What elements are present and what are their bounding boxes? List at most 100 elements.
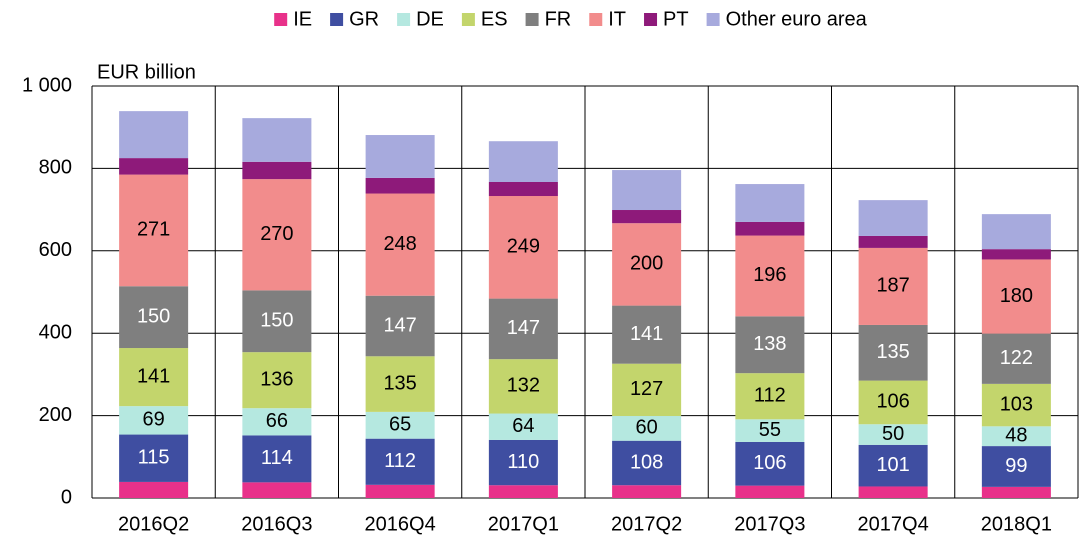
bar-segment	[612, 305, 682, 364]
y-tick-label: 600	[39, 239, 72, 261]
legend-swatch	[525, 13, 539, 26]
bar-segment	[365, 177, 435, 194]
bar-segment	[119, 481, 189, 498]
bar-segment	[488, 439, 558, 486]
data-label: 60	[636, 417, 658, 439]
bar-segment	[981, 486, 1051, 498]
y-tick-label: 0	[61, 486, 72, 508]
data-label: 147	[383, 314, 416, 336]
legend-swatch	[274, 13, 288, 26]
bar-segment	[119, 348, 189, 407]
bar-segment	[981, 426, 1051, 447]
data-label: 108	[630, 451, 663, 473]
data-label: 114	[261, 447, 293, 469]
legend-swatch	[644, 13, 658, 26]
bar-segment	[735, 373, 805, 420]
bar-segment	[612, 210, 682, 224]
bar-segment	[488, 298, 558, 360]
bar-segment	[488, 181, 558, 197]
y-tick-label: 200	[39, 404, 72, 426]
data-label: 122	[1000, 347, 1033, 369]
bar-segment	[858, 424, 928, 445]
data-label: 65	[389, 414, 411, 436]
bar-segment	[981, 249, 1051, 260]
data-label: 180	[1000, 285, 1033, 307]
legend-swatch	[589, 13, 603, 26]
bar-segment	[488, 485, 558, 498]
data-label: 147	[507, 317, 540, 339]
legend-swatch	[330, 13, 344, 26]
bar-segment	[242, 482, 312, 498]
data-label: 135	[383, 372, 416, 394]
bar-segment	[981, 383, 1051, 427]
bar-segment	[488, 196, 558, 299]
legend-swatch	[706, 13, 720, 26]
bar-segment	[242, 179, 312, 291]
x-tick-label: 2016Q3	[241, 513, 312, 535]
data-label: 66	[266, 410, 288, 432]
bar-segment	[488, 359, 558, 414]
bar-segment	[981, 214, 1051, 250]
data-label: 112	[384, 450, 416, 472]
data-label: 200	[630, 253, 663, 275]
x-tick-label: 2017Q2	[611, 513, 682, 535]
data-label: 55	[759, 419, 781, 441]
bar-segment	[858, 486, 928, 498]
bar-segment	[365, 411, 435, 439]
bar-segment	[735, 235, 805, 317]
bar-segment	[735, 419, 805, 442]
data-label: 138	[753, 333, 786, 355]
data-label: 101	[876, 454, 909, 476]
x-tick-label: 2017Q3	[734, 513, 805, 535]
x-tick-label: 2018Q1	[981, 513, 1052, 535]
data-label: 150	[137, 305, 170, 327]
bar-segment	[612, 223, 682, 306]
data-label: 99	[1005, 455, 1027, 477]
data-label: 50	[882, 423, 904, 445]
legend-label: ES	[481, 8, 508, 30]
x-tick-label: 2017Q4	[858, 513, 929, 535]
bar-segment	[981, 333, 1051, 384]
data-label: 150	[260, 310, 293, 332]
x-tick-label: 2017Q1	[488, 513, 559, 535]
data-label: 141	[630, 323, 663, 345]
bar-segment	[119, 286, 189, 349]
bar-segment	[242, 161, 312, 180]
data-label: 187	[876, 275, 909, 297]
legend-label: IT	[608, 8, 626, 30]
data-label: 141	[137, 365, 170, 387]
bar-segment	[119, 406, 189, 435]
y-tick-label: 800	[39, 157, 72, 179]
bar-segment	[365, 193, 435, 296]
y-tick-label: 400	[39, 321, 72, 343]
bar-segment	[488, 141, 558, 182]
bar-segment	[119, 174, 189, 287]
bar-segment	[365, 295, 435, 357]
data-label: 135	[876, 341, 909, 363]
bar-segment	[119, 434, 189, 482]
bar-segment	[981, 446, 1051, 487]
x-tick-label: 2016Q4	[365, 513, 436, 535]
bar-segment	[242, 290, 312, 353]
data-label: 132	[507, 375, 540, 397]
bar-segment	[242, 118, 312, 162]
bar-segment	[488, 413, 558, 440]
legend-label: GR	[349, 8, 379, 30]
data-label: 127	[630, 378, 663, 400]
data-label: 103	[1000, 393, 1033, 415]
bar-segment	[858, 235, 928, 248]
bar-segment	[858, 324, 928, 381]
legend-label: DE	[416, 8, 444, 30]
bar-segment	[735, 441, 805, 486]
bar-segment	[735, 184, 805, 222]
data-label: 196	[753, 264, 786, 286]
bar-segment	[612, 170, 682, 211]
data-label: 110	[507, 451, 539, 473]
data-label: 248	[383, 233, 416, 255]
bar-segment	[242, 435, 312, 483]
bar-segment	[612, 440, 682, 486]
bar-segment	[735, 316, 805, 374]
data-label: 115	[138, 447, 170, 469]
bar-segment	[612, 363, 682, 417]
